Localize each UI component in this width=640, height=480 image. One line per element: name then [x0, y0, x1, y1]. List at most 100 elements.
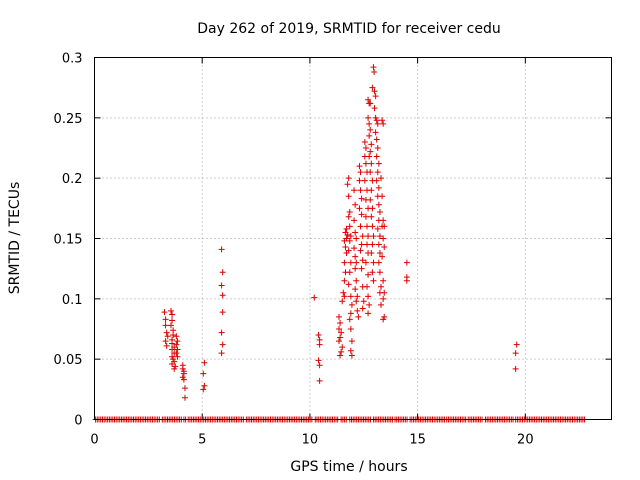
data-point — [174, 338, 181, 345]
data-point — [342, 229, 349, 236]
data-point — [362, 145, 369, 151]
data-point — [403, 277, 410, 284]
data-point — [337, 334, 344, 341]
data-point — [364, 241, 371, 248]
data-point — [163, 342, 170, 349]
data-point — [338, 329, 345, 336]
data-point — [335, 338, 342, 345]
data-point — [218, 329, 225, 336]
x-tick-label: 10 — [302, 433, 319, 448]
data-point — [335, 326, 342, 332]
y-tick-label: 0.1 — [62, 293, 83, 308]
data-point — [348, 352, 355, 359]
data-point — [351, 217, 358, 224]
data-point — [171, 365, 178, 372]
data-point — [341, 277, 348, 284]
data-point — [356, 205, 363, 212]
data-point — [378, 301, 385, 308]
data-point — [338, 348, 345, 355]
data-point — [373, 136, 380, 143]
data-point — [316, 362, 323, 369]
data-point — [357, 169, 364, 176]
data-point — [200, 386, 207, 393]
data-point — [369, 269, 376, 276]
data-point — [358, 211, 365, 218]
data-point — [163, 329, 170, 336]
data-point — [341, 293, 348, 300]
data-point — [371, 88, 378, 95]
data-series — [161, 64, 520, 401]
data-point — [164, 333, 171, 340]
data-point — [512, 350, 519, 357]
data-point — [346, 237, 353, 244]
y-tick-label: 0.2 — [62, 172, 83, 187]
data-point — [370, 64, 377, 71]
data-point — [353, 277, 360, 284]
data-point — [379, 193, 386, 200]
y-tick-label: 0.15 — [54, 233, 83, 248]
data-point — [173, 350, 180, 357]
data-point — [173, 341, 180, 348]
data-point — [351, 187, 358, 194]
data-point — [372, 129, 379, 136]
data-point — [375, 160, 382, 167]
data-point — [219, 269, 226, 276]
y-tick-label: 0.3 — [62, 52, 83, 67]
data-point — [368, 141, 375, 148]
data-point — [365, 271, 372, 278]
data-point — [365, 293, 372, 300]
data-point — [366, 153, 373, 160]
data-point — [360, 298, 367, 305]
data-point — [218, 246, 225, 253]
data-point — [161, 309, 168, 316]
data-point — [181, 394, 188, 401]
data-point — [352, 229, 359, 236]
y-tick-label: 0.05 — [54, 353, 83, 368]
data-point — [361, 138, 368, 145]
data-point — [380, 120, 387, 127]
data-point — [368, 213, 375, 220]
data-point — [512, 365, 519, 372]
data-point — [369, 241, 376, 248]
data-point — [368, 187, 375, 194]
data-point — [315, 332, 322, 339]
data-point — [162, 322, 169, 329]
data-point — [169, 346, 176, 353]
data-point — [374, 120, 381, 127]
data-point — [366, 301, 373, 308]
data-point — [346, 316, 353, 323]
data-point — [355, 313, 362, 320]
x-tick-label: 0 — [90, 433, 98, 448]
data-point — [364, 223, 371, 230]
data-point — [174, 353, 181, 360]
data-point — [347, 310, 354, 317]
data-point — [365, 114, 372, 121]
data-point — [345, 281, 352, 288]
data-point — [361, 177, 368, 184]
data-point — [180, 376, 187, 383]
data-point — [353, 235, 360, 242]
data-point — [368, 249, 375, 256]
data-point — [180, 370, 187, 377]
data-point — [374, 169, 381, 176]
data-point — [352, 201, 359, 208]
data-point — [369, 205, 376, 212]
data-point — [365, 233, 372, 240]
data-point — [371, 68, 378, 75]
data-point — [219, 309, 226, 316]
data-point — [345, 193, 352, 200]
x-tick-label: 5 — [198, 433, 206, 448]
data-point — [356, 163, 363, 170]
data-point — [167, 322, 174, 329]
data-point — [201, 382, 208, 389]
data-point — [346, 269, 353, 276]
data-point — [375, 184, 382, 191]
data-point — [365, 310, 372, 317]
data-point — [376, 249, 383, 256]
data-point — [337, 352, 344, 359]
data-point — [352, 265, 359, 272]
data-point — [375, 241, 382, 248]
data-point — [381, 243, 388, 250]
data-point — [340, 289, 347, 296]
data-point — [337, 319, 344, 326]
